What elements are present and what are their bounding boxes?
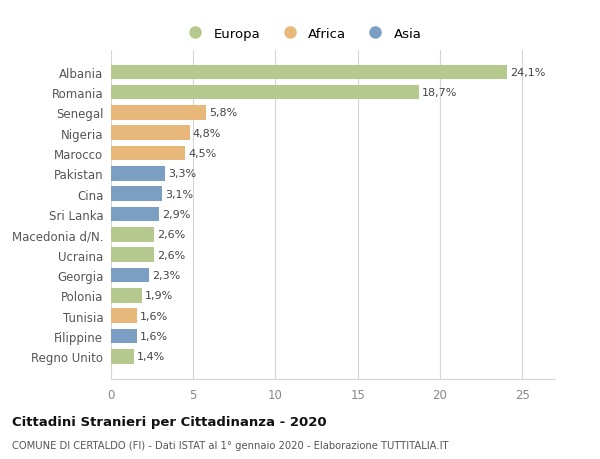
Text: 2,3%: 2,3% <box>152 270 180 280</box>
Bar <box>111 268 149 283</box>
Text: 2,9%: 2,9% <box>161 210 190 219</box>
Bar <box>111 228 154 242</box>
Bar <box>111 288 142 303</box>
Text: 4,5%: 4,5% <box>188 149 216 159</box>
Text: 4,8%: 4,8% <box>193 129 221 139</box>
Bar <box>111 106 206 121</box>
Text: 3,3%: 3,3% <box>168 169 196 179</box>
Bar <box>111 207 158 222</box>
Legend: Europa, Africa, Asia: Europa, Africa, Asia <box>182 28 422 41</box>
Text: 3,1%: 3,1% <box>165 189 193 199</box>
Text: 18,7%: 18,7% <box>421 88 457 98</box>
Text: 24,1%: 24,1% <box>510 68 545 78</box>
Text: 1,4%: 1,4% <box>137 352 165 361</box>
Bar <box>111 167 165 181</box>
Text: 1,6%: 1,6% <box>140 311 169 321</box>
Text: Cittadini Stranieri per Cittadinanza - 2020: Cittadini Stranieri per Cittadinanza - 2… <box>12 415 326 428</box>
Bar <box>111 349 134 364</box>
Text: 5,8%: 5,8% <box>209 108 238 118</box>
Bar <box>111 248 154 263</box>
Bar <box>111 86 419 100</box>
Text: 1,9%: 1,9% <box>145 291 173 301</box>
Bar <box>111 126 190 141</box>
Text: 2,6%: 2,6% <box>157 230 185 240</box>
Text: COMUNE DI CERTALDO (FI) - Dati ISTAT al 1° gennaio 2020 - Elaborazione TUTTITALI: COMUNE DI CERTALDO (FI) - Dati ISTAT al … <box>12 440 449 450</box>
Bar <box>111 187 162 202</box>
Bar <box>111 146 185 161</box>
Bar <box>111 329 137 343</box>
Bar <box>111 65 508 80</box>
Text: 1,6%: 1,6% <box>140 331 169 341</box>
Text: 2,6%: 2,6% <box>157 250 185 260</box>
Bar <box>111 308 137 323</box>
